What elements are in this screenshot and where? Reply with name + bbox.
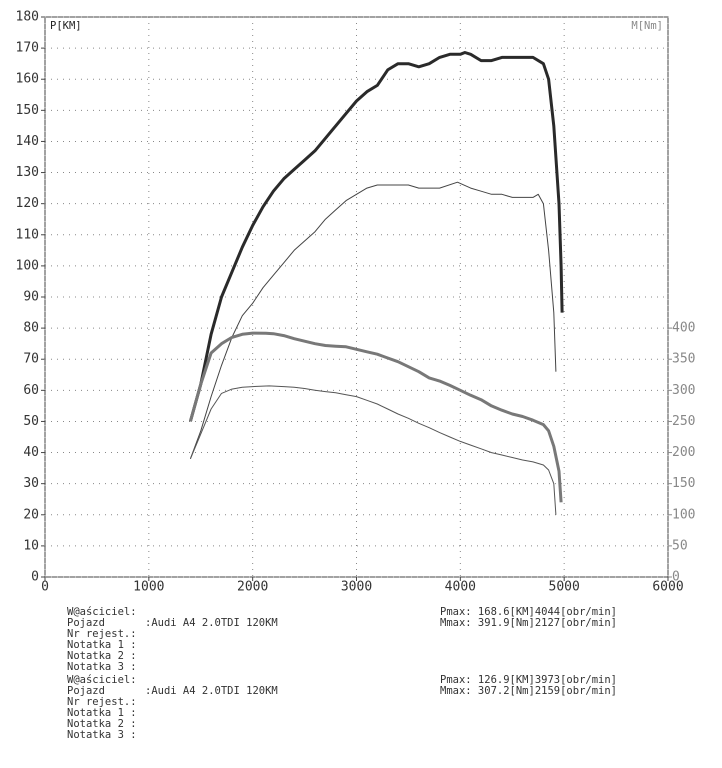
field-label: Notatka 3 :: [67, 729, 137, 741]
y2-tick-label: 250: [672, 414, 695, 429]
field-label: Notatka 3 :: [67, 661, 137, 673]
y2-axis-label: M[Nm]: [631, 20, 663, 32]
y-axis-label: P[KM]: [50, 20, 82, 32]
y-tick-label: 170: [16, 41, 39, 56]
y2-tick-label: 300: [672, 383, 695, 398]
mmax: Mmax: 307.2[Nm]2159[obr/min]: [440, 685, 617, 697]
field-label: Pojazd: [67, 617, 105, 629]
y-tick-label: 100: [16, 258, 39, 273]
pmax: Pmax: 126.9[KM]3973[obr/min]: [440, 674, 617, 686]
field-label: Notatka 1 :: [67, 639, 137, 651]
field-label: Pojazd: [67, 685, 105, 697]
y-tick-label: 150: [16, 103, 39, 118]
series-line: [189, 181, 557, 459]
y-tick-label: 160: [16, 72, 39, 87]
y-tick-label: 10: [23, 538, 39, 553]
x-tick-label: 2000: [237, 580, 268, 595]
series-line: [189, 385, 557, 515]
x-tick-label: 4000: [445, 580, 476, 595]
y2-tick-label: 200: [672, 445, 695, 460]
field-value: :Audi A4 2.0TDI 120KM: [145, 617, 278, 629]
y-tick-label: 40: [23, 445, 39, 460]
y-tick-label: 130: [16, 165, 39, 180]
x-tick-label: 1000: [133, 580, 164, 595]
y-tick-label: 50: [23, 414, 39, 429]
series-line: [188, 331, 563, 503]
field-label: Nr rejest.:: [67, 628, 137, 640]
y-tick-label: 0: [31, 570, 39, 585]
field-label: Notatka 2 :: [67, 650, 137, 662]
field-label: W@aściciel:: [67, 674, 137, 686]
x-tick-label: 6000: [652, 580, 683, 595]
field-label: Notatka 2 :: [67, 718, 137, 730]
y-tick-label: 60: [23, 383, 39, 398]
y2-tick-label: 50: [672, 538, 688, 553]
y2-tick-label: 100: [672, 507, 695, 522]
y-tick-label: 80: [23, 321, 39, 336]
field-label: Nr rejest.:: [67, 696, 137, 708]
y-tick-label: 180: [16, 10, 39, 25]
y-tick-label: 30: [23, 476, 39, 491]
pmax: Pmax: 168.6[KM]4044[obr/min]: [440, 606, 617, 618]
y-tick-label: 140: [16, 134, 39, 149]
field-value: :Audi A4 2.0TDI 120KM: [145, 685, 278, 697]
y2-tick-label: 150: [672, 476, 695, 491]
y-tick-label: 70: [23, 352, 39, 367]
y2-tick-label: 350: [672, 352, 695, 367]
x-tick-label: 5000: [549, 580, 580, 595]
y-tick-label: 120: [16, 196, 39, 211]
y-tick-label: 110: [16, 227, 39, 242]
y-tick-label: 90: [23, 290, 39, 305]
x-tick-label: 3000: [341, 580, 372, 595]
y2-tick-label: 0: [672, 570, 680, 585]
field-label: W@aściciel:: [67, 606, 137, 618]
y2-tick-label: 400: [672, 321, 695, 336]
field-label: Notatka 1 :: [67, 707, 137, 719]
y-tick-label: 20: [23, 507, 39, 522]
mmax: Mmax: 391.9[Nm]2127[obr/min]: [440, 617, 617, 629]
x-tick-label: 0: [41, 580, 49, 595]
series-line: [188, 51, 564, 422]
